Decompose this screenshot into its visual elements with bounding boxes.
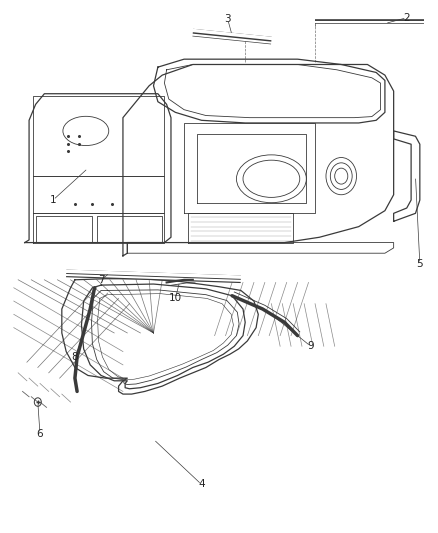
Text: 8: 8 [71, 352, 78, 362]
Text: 3: 3 [224, 14, 231, 25]
Text: 9: 9 [307, 341, 314, 351]
Text: 1: 1 [50, 195, 57, 205]
Text: 6: 6 [37, 429, 43, 439]
Text: 10: 10 [169, 293, 182, 303]
Text: 4: 4 [198, 480, 205, 489]
Text: 5: 5 [417, 259, 423, 269]
Text: 2: 2 [403, 13, 410, 23]
Text: 7: 7 [98, 275, 104, 285]
